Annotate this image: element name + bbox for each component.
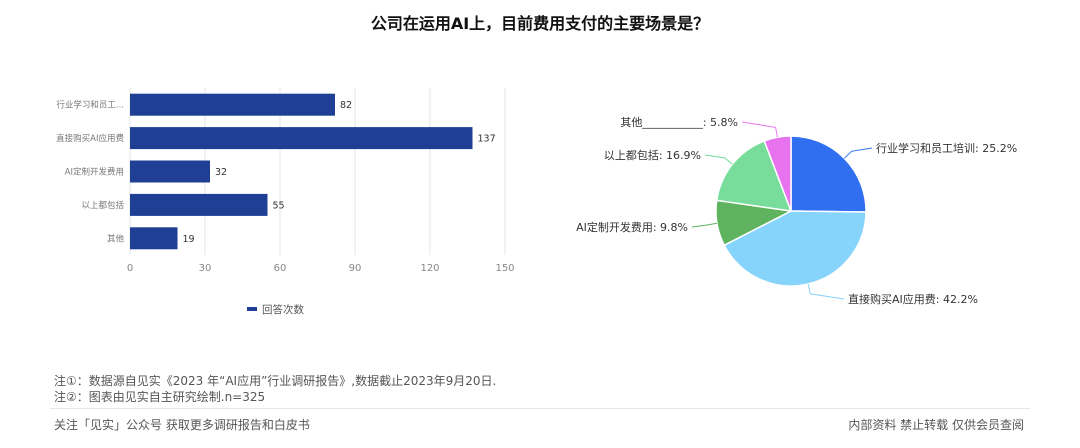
bar-value-label-0: 82 [340, 100, 352, 111]
x-tick-label-1: 30 [199, 263, 212, 274]
pie-label-2: AI定制开发费用: 9.8% [576, 220, 688, 234]
x-tick-label-0: 0 [127, 263, 133, 274]
footer-right-text: 内部资料 禁止转载 仅供会员查阅 [848, 418, 1024, 432]
y-category-label-1: 直接购买AI应用费 [56, 133, 124, 144]
bar-4 [130, 227, 178, 250]
pie-slice-0 [790, 135, 867, 213]
chart-title: 公司在运用AI上，目前费用支付的主要场景是？ [370, 14, 710, 33]
pie-label-0: 行业学习和员工培训: 25.2% [876, 141, 1017, 155]
x-tick-label-2: 60 [274, 263, 287, 274]
note-1: 注①：数据源自见实《2023 年“AI应用”行业调研报告》,数据截止2023年9… [54, 374, 497, 388]
pie-label-4: 其他___________: 5.8% [620, 116, 738, 129]
bar-value-label-3: 55 [273, 200, 285, 211]
bar-value-label-1: 137 [478, 134, 496, 145]
pie-leader-line-4 [741, 121, 778, 138]
note-2: 注②：图表由见实自主研究绘制.n=325 [54, 390, 266, 404]
x-tick-label-5: 150 [495, 263, 514, 274]
bar-3 [130, 193, 268, 216]
footer-left-text: 关注「见实」公众号 获取更多调研报告和白皮书 [54, 418, 310, 432]
legend-swatch [247, 307, 257, 311]
y-category-label-3: 以上都包括 [81, 200, 124, 211]
pie-leader-line-3 [704, 154, 733, 165]
bar-value-label-4: 19 [183, 234, 195, 245]
bar-value-label-2: 32 [215, 167, 227, 178]
pie-leader-line-1 [807, 283, 845, 300]
x-tick-label-3: 90 [349, 263, 362, 274]
pie-leader-line-0 [844, 147, 873, 159]
x-tick-label-4: 120 [420, 263, 439, 274]
bar-0 [130, 93, 335, 116]
bar-1 [130, 127, 473, 150]
pie-label-3: 以上都包括: 16.9% [604, 148, 701, 162]
pie-label-1: 直接购买AI应用费: 42.2% [848, 292, 978, 306]
y-category-label-4: 其他 [107, 233, 125, 244]
legend-label: 回答次数 [262, 303, 304, 316]
pie-leader-line-2 [691, 222, 718, 228]
footer-divider [50, 408, 1030, 409]
bar-2 [130, 160, 210, 183]
y-category-label-0: 行业学习和员工... [56, 100, 124, 111]
y-category-label-2: AI定制开发费用 [65, 167, 124, 178]
pie-slice-4 [763, 135, 792, 212]
